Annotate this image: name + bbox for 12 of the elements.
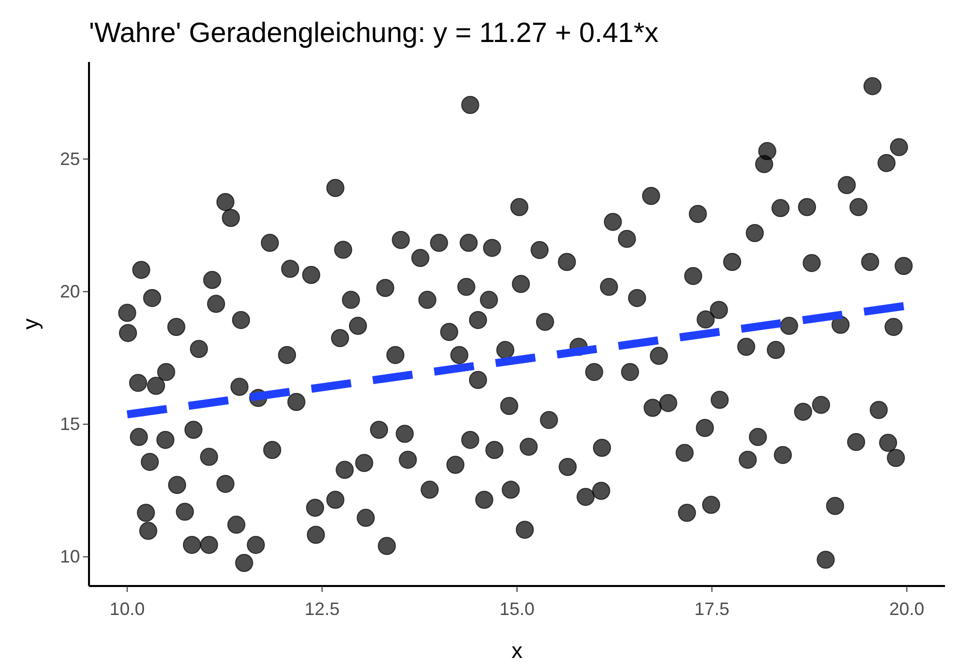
chart-title: 'Wahre' Geradengleichung: y = 11.27 + 0.41*x (89, 17, 659, 48)
x-axis-title: x (512, 638, 522, 663)
y-tick-label: 25 (60, 148, 80, 169)
y-tick-label: 15 (60, 414, 80, 434)
x-tick-label: 17.5 (694, 598, 730, 619)
y-tick-label: 10 (60, 546, 80, 567)
x-tick-label: 15.0 (499, 598, 535, 619)
y-tick-label: 20 (60, 281, 80, 302)
y-axis-title: y (18, 318, 43, 330)
x-tick-label: 12.5 (304, 598, 340, 619)
x-tick-label: 20.0 (889, 598, 924, 619)
x-tick-label: 10.0 (110, 598, 145, 619)
